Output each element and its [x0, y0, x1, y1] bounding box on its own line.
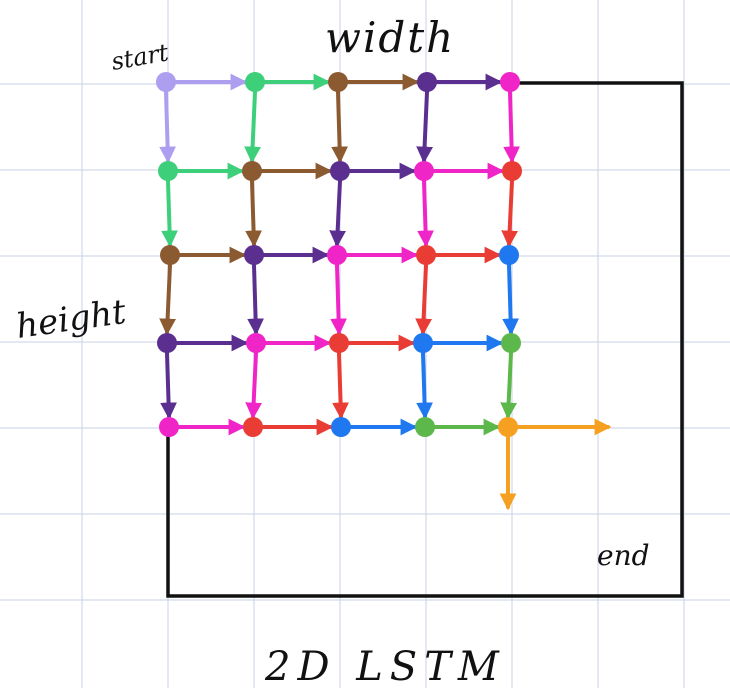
- lstm-cell-1-4: [502, 161, 522, 181]
- lstm-cell-2-1: [244, 245, 264, 265]
- edge-down-0-1: [244, 90, 261, 164]
- lstm-cell-4-2: [331, 417, 351, 437]
- lstm-cell-4-3: [415, 417, 435, 437]
- edge-down-0-2: [331, 90, 349, 164]
- start-label: start: [109, 38, 171, 76]
- edge-down-3-2: [332, 351, 349, 420]
- lstm-cell-4-1: [243, 417, 263, 437]
- edge-down-1-3: [417, 179, 434, 248]
- lstm-cell-3-0: [157, 333, 177, 353]
- edge-down-2-2: [330, 263, 347, 336]
- edge-down-3-4: [500, 351, 518, 420]
- edge-down-1-0: [161, 179, 178, 248]
- edge-down-3-0: [160, 351, 177, 420]
- lstm-cell-0-1: [245, 72, 265, 92]
- lstm-cell-0-2: [328, 72, 348, 92]
- edge-down-2-3: [415, 263, 432, 336]
- edge-down-3-3: [416, 351, 433, 420]
- height-label: height: [14, 292, 129, 347]
- lstm-cell-1-0: [158, 161, 178, 181]
- lstm-cell-0-4: [500, 72, 520, 92]
- edge-down-2-1: [247, 263, 264, 336]
- lstm-cell-2-0: [160, 245, 180, 265]
- lstm-cell-2-4: [499, 245, 519, 265]
- lstm-cell-0-0: [156, 72, 176, 92]
- output-frame: [166, 81, 684, 598]
- lstm-cell-3-3: [413, 333, 433, 353]
- edge-down-0-0: [159, 90, 177, 164]
- edge-down-1-2: [329, 179, 347, 248]
- edge-down-2-0: [159, 263, 176, 336]
- edge-down-0-4: [503, 90, 521, 164]
- lattice-nodes: [156, 72, 522, 437]
- lstm-cell-0-3: [417, 72, 437, 92]
- lstm-cell-2-2: [327, 245, 347, 265]
- edge-down-2-4: [502, 263, 519, 336]
- width-label: width: [325, 13, 455, 62]
- lstm-cell-2-3: [416, 245, 436, 265]
- lstm-cell-3-2: [329, 333, 349, 353]
- end-label: end: [597, 539, 650, 572]
- edge-down-1-1: [245, 179, 262, 248]
- edge-down-1-4: [501, 179, 519, 248]
- lstm-cell-1-2: [330, 161, 350, 181]
- lstm-cell-3-1: [246, 333, 266, 353]
- lstm-cell-1-1: [242, 161, 262, 181]
- lstm-cell-4-0: [159, 417, 179, 437]
- diagram-title: 2D LSTM: [264, 644, 506, 688]
- lstm-cell-1-3: [414, 161, 434, 181]
- edge-down-0-3: [416, 90, 433, 164]
- lstm-cell-3-4: [501, 333, 521, 353]
- edge-down-3-1: [245, 351, 263, 420]
- lstm-cell-4-4: [498, 417, 518, 437]
- lattice-edges: [159, 73, 612, 511]
